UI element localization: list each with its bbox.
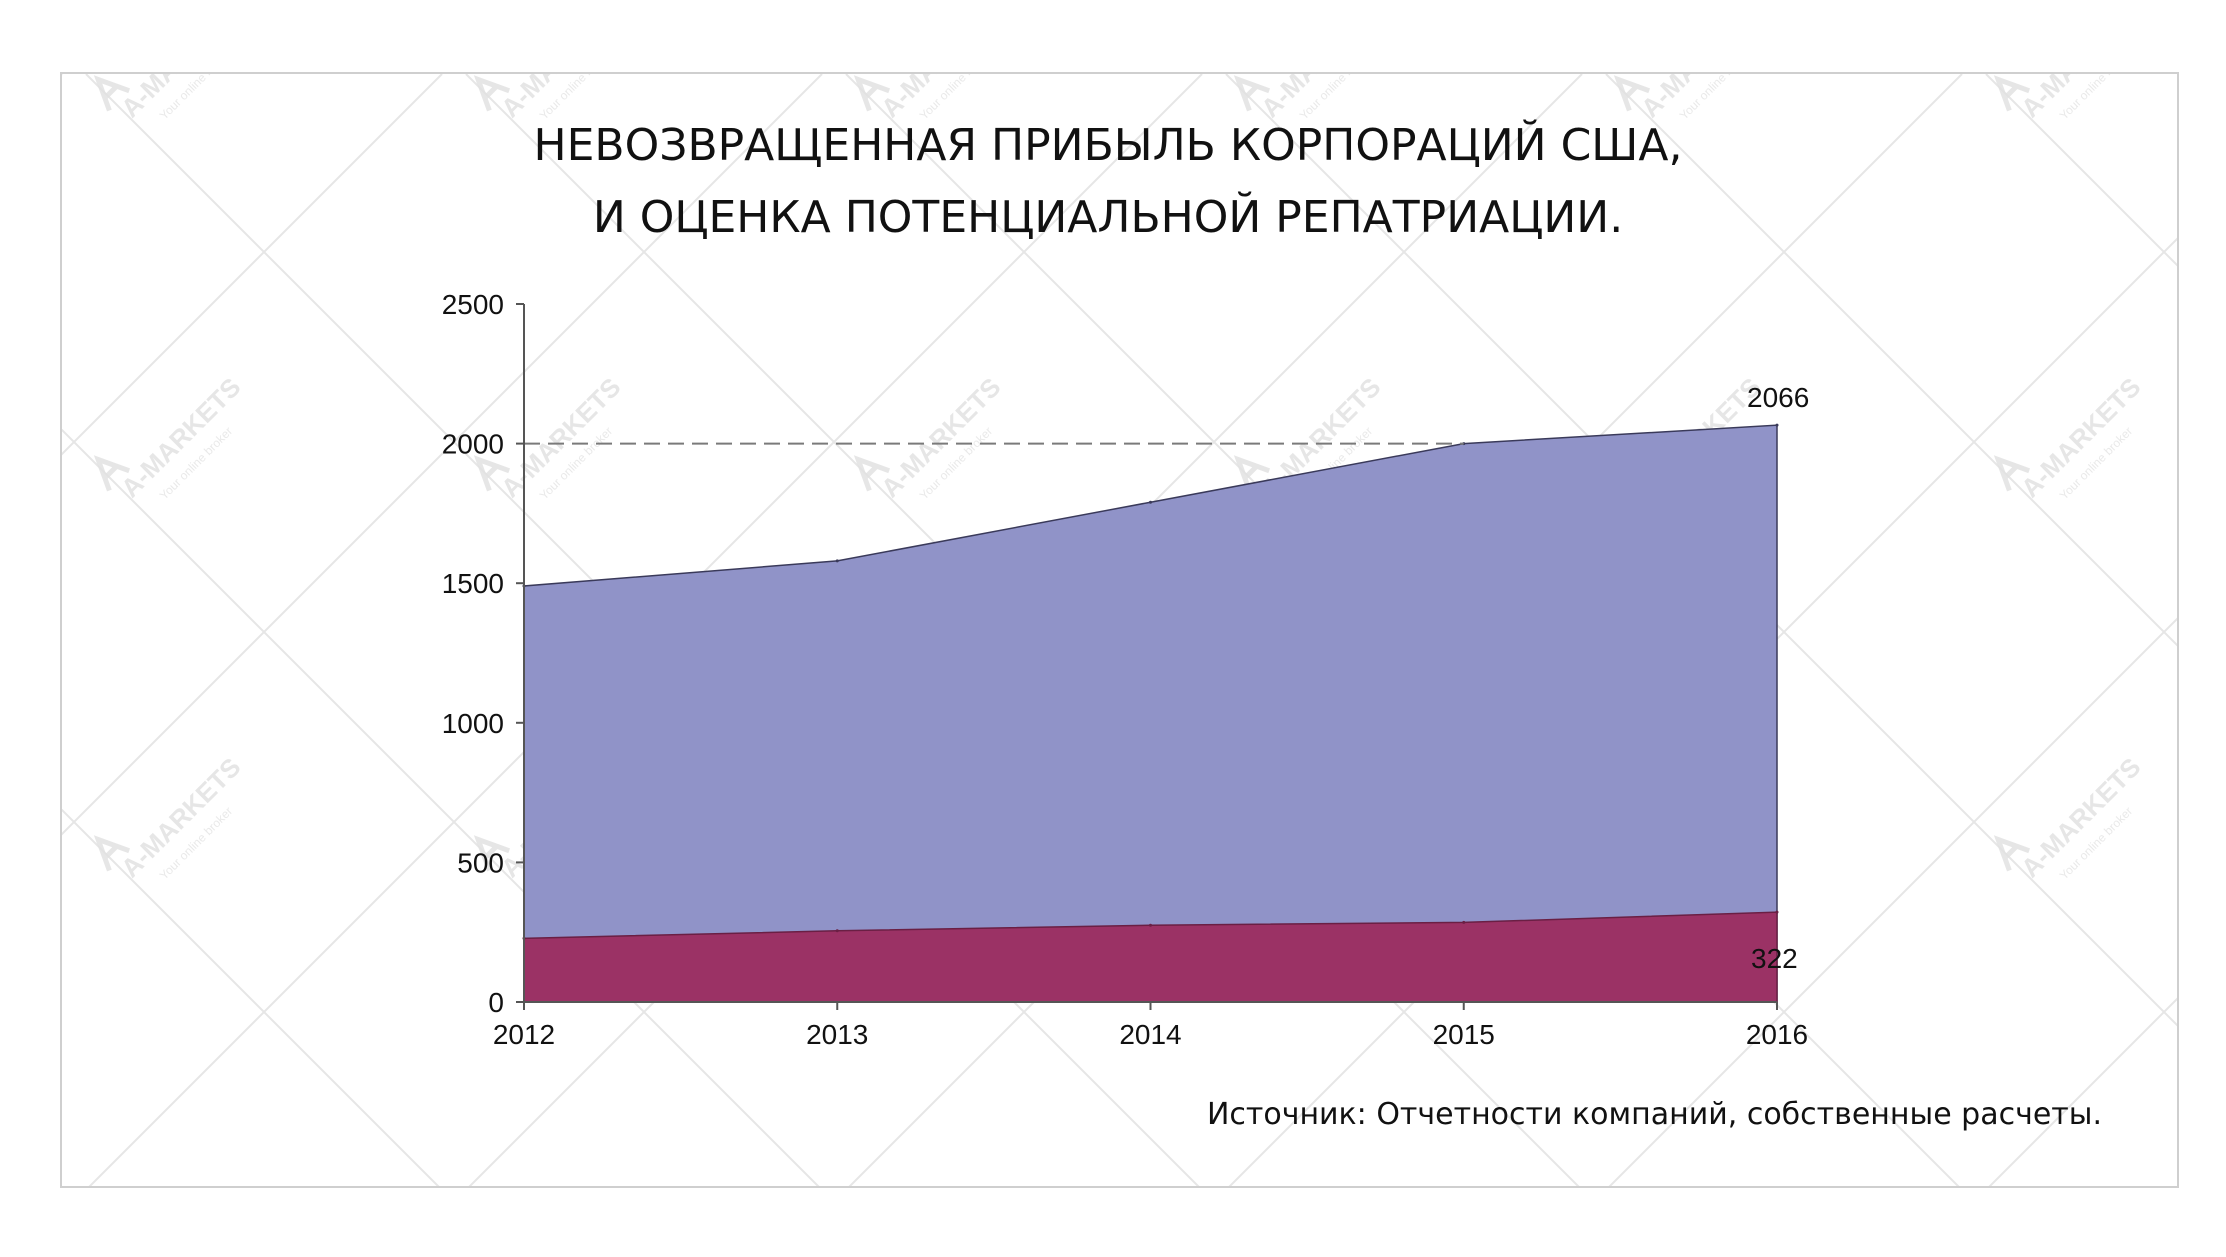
watermark-line — [1988, 997, 2177, 1186]
data-point-series-0 — [1149, 500, 1152, 504]
data-label: 2066 — [1747, 382, 1809, 413]
watermark-logo-mark — [853, 455, 891, 492]
data-point-series-1 — [1149, 923, 1152, 927]
watermark-line — [1608, 617, 2177, 1186]
data-point-series-1 — [835, 929, 839, 933]
y-tick-label: 1500 — [442, 568, 504, 599]
x-tick-label: 2012 — [493, 1019, 555, 1050]
watermark-line — [1985, 74, 2177, 267]
watermark-logo-mark — [1993, 835, 2031, 872]
data-point-series-1 — [1462, 920, 1466, 924]
watermark-logo-mark — [1233, 75, 1271, 112]
watermark-line — [62, 74, 443, 456]
y-tick-label: 2500 — [442, 289, 504, 320]
data-point-series-1 — [1775, 910, 1779, 914]
x-tick-label: 2014 — [1119, 1019, 1181, 1050]
watermark-logo-mark — [1993, 75, 2031, 112]
y-tick-label: 0 — [488, 987, 504, 1018]
x-tick-label: 2016 — [1746, 1019, 1808, 1050]
watermark-logo-mark — [853, 75, 891, 112]
watermark-logo-mark — [1613, 75, 1651, 112]
y-tick-label: 500 — [457, 847, 504, 878]
watermark-line — [62, 74, 823, 836]
area-series-0 — [523, 424, 1778, 1003]
data-point-series-0 — [835, 559, 839, 563]
x-tick-label: 2015 — [1433, 1019, 1495, 1050]
data-point-series-0 — [1775, 423, 1779, 427]
watermark-line — [62, 808, 440, 1186]
watermark-logo-mark — [93, 75, 131, 112]
watermark-logo-mark — [93, 455, 131, 492]
watermark-logo-mark — [1233, 455, 1271, 492]
watermark-logo-mark — [93, 835, 131, 872]
watermark-logo-mark — [473, 75, 511, 112]
watermark-line — [1228, 237, 2177, 1186]
x-tick-label: 2013 — [806, 1019, 868, 1050]
y-tick-label: 1000 — [442, 708, 504, 739]
data-label: 322 — [1751, 943, 1798, 974]
watermark-logo-mark — [473, 455, 511, 492]
source-note: Источник: Отчетности компаний, собственн… — [1207, 1097, 2102, 1132]
chart-title-line: И ОЦЕНКА ПОТЕНЦИАЛЬНОЙ РЕПАТРИАЦИИ. — [593, 190, 1623, 243]
watermark-logo-mark — [1993, 455, 2031, 492]
y-tick-label: 2000 — [442, 429, 504, 460]
area-series-1 — [523, 911, 1778, 1003]
chart-title-line: НЕВОЗВРАЩЕННАЯ ПРИБЫЛЬ КОРПОРАЦИЙ США, — [534, 118, 1683, 171]
watermark-logo-mark — [473, 835, 511, 872]
chart-svg: НЕВОЗВРАЩЕННАЯ ПРИБЫЛЬ КОРПОРАЦИЙ США, И … — [442, 118, 2102, 1132]
